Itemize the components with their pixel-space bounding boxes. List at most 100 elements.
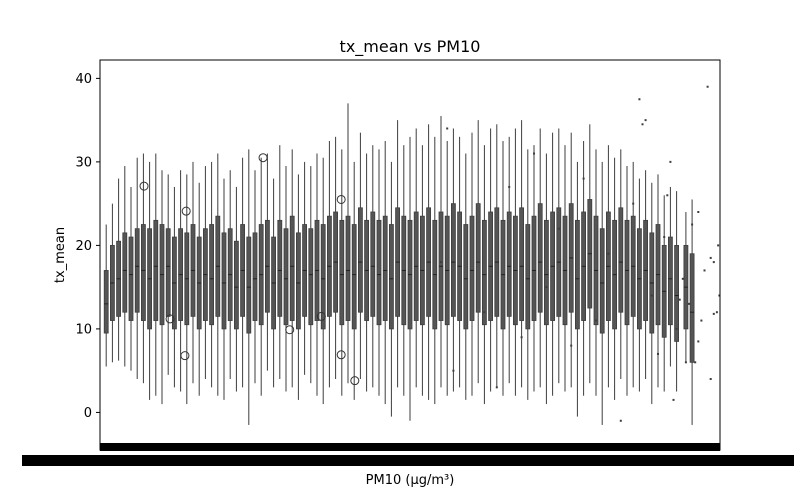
box-52	[426, 124, 432, 400]
box-body	[289, 215, 295, 321]
scatter-point	[691, 223, 694, 226]
box-23	[246, 149, 252, 425]
box-66	[513, 128, 518, 396]
box-92	[674, 191, 679, 392]
box-21	[233, 186, 239, 392]
box-63	[494, 124, 500, 388]
box-25	[258, 157, 264, 396]
box-body	[128, 236, 134, 321]
plot-area	[103, 85, 721, 425]
box-body	[668, 236, 673, 326]
box-body	[357, 207, 363, 313]
box-22	[240, 157, 246, 388]
box-26	[264, 153, 270, 371]
outlier-marker	[165, 314, 175, 324]
box-body	[481, 219, 487, 326]
scatter-point	[508, 185, 511, 188]
box-55	[444, 141, 450, 396]
box-body	[618, 207, 624, 313]
box-8	[153, 153, 159, 396]
box-14	[190, 161, 196, 384]
box-24	[252, 170, 258, 384]
scatter-point	[669, 160, 672, 163]
box-1	[110, 203, 115, 363]
scatter-point	[557, 227, 560, 230]
box-83	[618, 149, 624, 380]
box-41	[357, 132, 363, 380]
scatter-point	[644, 119, 647, 122]
box-body	[295, 232, 301, 330]
scatter-points	[440, 85, 721, 422]
box-40	[351, 161, 357, 400]
box-56	[450, 128, 456, 392]
scatter-point	[709, 256, 712, 259]
box-body	[345, 215, 351, 321]
box-body	[463, 224, 469, 330]
box-17	[209, 161, 215, 388]
box-37	[333, 136, 339, 380]
x-tick-labels-overlap-band	[22, 455, 794, 466]
box-53	[432, 136, 438, 405]
y-tick-label: 0	[84, 406, 92, 421]
box-86	[637, 178, 642, 392]
scatter-point	[678, 298, 681, 301]
box-46	[388, 161, 394, 417]
scatter-point	[632, 202, 635, 205]
scatter-point	[641, 123, 644, 126]
box-87	[643, 170, 648, 380]
scatter-point	[703, 269, 706, 272]
box-body	[320, 224, 326, 330]
box-60	[475, 120, 481, 384]
box-59	[469, 132, 475, 396]
box-85	[630, 161, 636, 388]
box-body	[376, 219, 382, 326]
scatter-point	[715, 311, 718, 314]
box-72	[550, 132, 555, 396]
x-axis-title: PM10 (µg/m³)	[366, 473, 455, 488]
box-77	[581, 141, 586, 396]
box-body	[689, 253, 695, 363]
box-body	[140, 224, 146, 321]
scatter-point	[684, 361, 687, 364]
scatter-point	[681, 277, 684, 280]
box-20	[227, 170, 233, 380]
box-13	[184, 174, 190, 405]
outlier-marker	[258, 153, 268, 163]
box-50	[413, 128, 419, 388]
y-tick-label: 20	[75, 239, 92, 254]
box-49	[407, 136, 413, 421]
box-30	[289, 149, 295, 388]
box-65	[506, 136, 512, 384]
box-27	[271, 178, 277, 388]
box-body	[339, 219, 345, 326]
box-body	[233, 240, 239, 330]
box-36	[326, 141, 332, 388]
box-7	[147, 161, 153, 400]
box-5	[134, 157, 140, 380]
box-51	[419, 145, 425, 396]
scatter-point	[452, 369, 455, 372]
box-16	[202, 166, 208, 380]
box-38	[339, 149, 345, 396]
scatter-point	[675, 327, 678, 330]
scatter-point	[440, 261, 442, 264]
outliers	[139, 153, 360, 386]
box-58	[463, 153, 469, 400]
box-90	[661, 195, 667, 392]
scatter-point	[663, 236, 666, 239]
box-39	[345, 103, 351, 384]
box-62	[488, 128, 494, 392]
box-body	[469, 215, 475, 321]
box-body	[599, 228, 605, 334]
box-body	[122, 232, 128, 313]
outlier-marker	[181, 206, 191, 216]
scatter-point	[697, 340, 700, 343]
scatter-point	[446, 127, 449, 130]
scatter-point	[688, 302, 690, 305]
outlier-marker	[139, 181, 149, 191]
box-10	[165, 174, 171, 375]
box-body	[209, 224, 215, 326]
box-70	[537, 128, 543, 388]
scatter-point	[619, 419, 622, 422]
box-body	[351, 224, 357, 330]
